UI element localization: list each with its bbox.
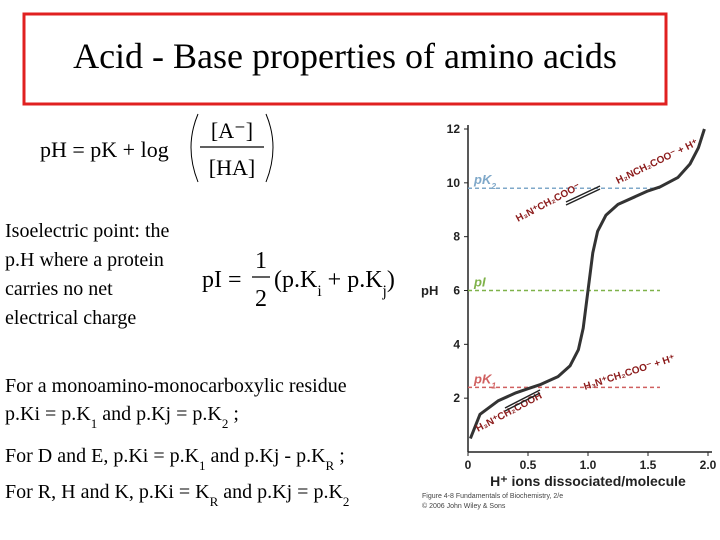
- equilibrium-arrow: [565, 188, 601, 206]
- text-run: and p.Kj - p.K: [206, 445, 327, 467]
- x-tick-label: 2.0: [700, 458, 717, 472]
- formula-lhs: pH = pK + log: [40, 137, 169, 162]
- body-text: electrical charge: [5, 307, 136, 329]
- text-run: 2: [490, 181, 496, 191]
- equilibrium-arrow: [504, 392, 541, 412]
- x-tick-label: 0.5: [520, 458, 537, 472]
- text-run: 1: [91, 416, 98, 431]
- x-tick-label: 1.5: [640, 458, 657, 472]
- text-run: R: [210, 494, 219, 509]
- body-text: carries no net: [5, 278, 113, 300]
- body-text: For R, H and K, p.Ki = KR and p.Kj = p.K…: [5, 481, 349, 509]
- paren: [265, 113, 274, 183]
- text-run: R: [326, 458, 335, 473]
- text-run: and p.Kj = p.K: [218, 481, 343, 503]
- text-run: 1: [491, 380, 496, 390]
- formula-den: [HA]: [209, 155, 255, 180]
- body-text: Isoelectric point: the: [5, 220, 170, 242]
- text-run: pI: [473, 275, 486, 290]
- body-text: p.H where a protein: [5, 249, 164, 271]
- figure-caption: Figure 4-8 Fundamentals of Biochemistry,…: [422, 493, 563, 500]
- text-run: pK: [473, 172, 493, 187]
- paren: [190, 113, 199, 183]
- y-tick-label: 8: [453, 230, 460, 244]
- text-run: + p.K: [322, 267, 384, 293]
- text-run: For R, H and K, p.Ki = K: [5, 481, 210, 503]
- text-run: (p.K: [274, 267, 318, 293]
- formula-num: 1: [255, 248, 267, 274]
- text-run: ;: [334, 445, 345, 467]
- text-run: pK: [473, 371, 493, 386]
- text-run: For a monoamino-monocarboxylic residue: [5, 375, 347, 397]
- body-text: p.Ki = p.K1 and p.Kj = p.K2 ;: [5, 403, 239, 431]
- slide-title: Acid - Base properties of amino acids: [73, 36, 617, 76]
- body-text: For a monoamino-monocarboxylic residue: [5, 375, 347, 397]
- x-tick-label: 1.0: [580, 458, 597, 472]
- reference-label: pI: [473, 275, 486, 290]
- x-tick-label: 0: [465, 458, 472, 472]
- text-run: i: [317, 283, 322, 300]
- text-run: p.Ki = p.K: [5, 403, 91, 425]
- reference-label: pK2: [473, 172, 496, 191]
- y-axis-label: pH: [421, 283, 438, 298]
- formula-terms: (p.Ki + p.Kj): [274, 267, 395, 300]
- text-run: 1: [199, 458, 206, 473]
- title-box: [22, 12, 668, 106]
- y-tick-label: 4: [453, 337, 460, 351]
- reference-label: pK1: [473, 371, 496, 390]
- formula-num: [A⁻]: [211, 118, 253, 143]
- text-run: For D and E, p.Ki = p.K: [5, 445, 200, 467]
- y-tick-label: 10: [447, 176, 461, 190]
- text-run: ): [387, 267, 395, 293]
- text-run: ;: [228, 403, 239, 425]
- y-tick-label: 12: [447, 122, 461, 136]
- equilibrium-arrow: [565, 185, 601, 203]
- x-axis-label: H⁺ ions dissociated/molecule: [490, 473, 686, 489]
- text-run: and p.Kj = p.K: [97, 403, 222, 425]
- species-label: H₂NCH₂COO⁻ + H⁺: [614, 137, 699, 186]
- text-run: 2: [222, 416, 229, 431]
- formula-lhs: pI =: [202, 267, 242, 293]
- figure-caption: © 2006 John Wiley & Sons: [422, 502, 506, 510]
- titration-curve: [469, 128, 706, 440]
- text-run: j: [382, 283, 387, 300]
- body-text: For D and E, p.Ki = p.K1 and p.Kj - p.KR…: [5, 445, 345, 473]
- y-tick-label: 6: [453, 284, 460, 298]
- text-run: 2: [343, 494, 350, 509]
- y-tick-label: 2: [453, 391, 460, 405]
- formula-den: 2: [255, 286, 267, 312]
- equilibrium-arrow: [504, 389, 541, 409]
